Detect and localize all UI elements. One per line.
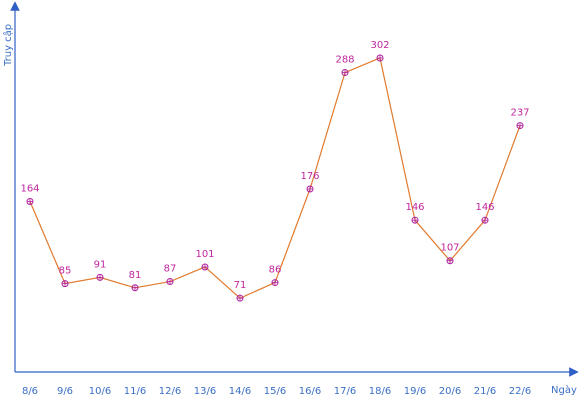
data-label: 237 (510, 108, 529, 119)
x-tick-label: 17/6 (334, 386, 356, 397)
x-tick-label: 9/6 (57, 386, 73, 397)
x-tick-label: 11/6 (124, 386, 146, 397)
data-point (61, 280, 69, 288)
series-group: 8/6 9/6 10/6 11/6 12/6 13/6 14/6 15/6 16/6 17/6 18… (20, 40, 531, 397)
x-tick-label: 18/6 (369, 386, 391, 397)
x-tick-label: 8/6 (22, 386, 38, 397)
data-point (131, 284, 139, 292)
data-point (166, 278, 174, 286)
data-point (271, 279, 279, 287)
data-point (481, 216, 489, 224)
data-label: 86 (269, 265, 282, 276)
data-label: 81 (129, 270, 142, 281)
data-label: 146 (405, 202, 424, 213)
data-point (306, 185, 314, 193)
data-label: 176 (300, 171, 319, 182)
data-point (376, 54, 384, 62)
x-tick-label: 21/6 (474, 386, 496, 397)
data-point (411, 216, 419, 224)
data-label: 107 (440, 243, 459, 254)
data-label: 288 (335, 55, 354, 66)
data-point (236, 294, 244, 302)
x-tick-label: 16/6 (299, 386, 321, 397)
data-point (341, 69, 349, 77)
x-tick-label: 14/6 (229, 386, 251, 397)
data-label: 87 (164, 264, 177, 275)
y-axis-label: Truy cập (2, 24, 14, 67)
x-tick-label: 22/6 (509, 386, 531, 397)
x-tick-label: 20/6 (439, 386, 461, 397)
data-label: 146 (475, 202, 494, 213)
x-tick-label: 10/6 (89, 386, 111, 397)
x-axis-label: Ngày (551, 384, 577, 396)
data-label: 85 (59, 266, 72, 277)
x-tick-label: 19/6 (404, 386, 426, 397)
x-tick-label: 15/6 (264, 386, 286, 397)
data-point (201, 263, 209, 271)
data-label: 91 (94, 259, 107, 270)
data-label: 164 (20, 183, 39, 194)
data-point (96, 273, 104, 281)
data-label: 71 (234, 280, 247, 291)
data-point (446, 257, 454, 265)
x-tick-label: 12/6 (159, 386, 181, 397)
data-label: 101 (195, 249, 214, 260)
data-point (516, 122, 524, 130)
data-point (26, 197, 34, 205)
data-label: 302 (370, 40, 389, 51)
x-tick-label: 13/6 (194, 386, 216, 397)
